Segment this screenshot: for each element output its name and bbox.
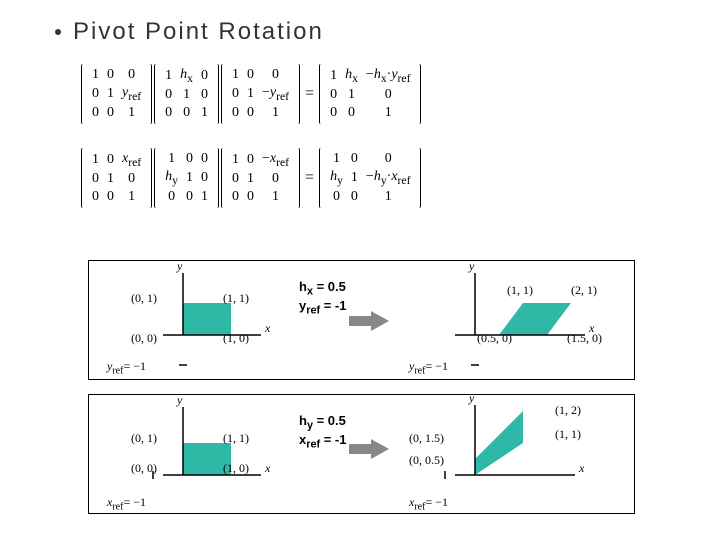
point-label: (0, 1) xyxy=(131,431,157,446)
ref-label: xref= −1 xyxy=(409,495,448,512)
point-label: (1, 0) xyxy=(223,331,249,346)
matrix-equation-1: 10001yref0011hx001000110001−yref001=1hx−… xyxy=(80,64,422,124)
axis-label-x: x xyxy=(265,321,270,336)
matrix-equation-2: 10xref010001100hy1000110−xref010001=100h… xyxy=(80,148,422,208)
point-label: (1, 1) xyxy=(507,283,533,298)
point-label: (0, 0.5) xyxy=(409,453,444,468)
ref-label: xref= −1 xyxy=(107,495,146,512)
point-label: (0.5, 0) xyxy=(477,331,512,346)
shear-y-panel: y x (0, 1) (1, 1) (0, 0) (1, 0) xref= −1 y x (1, … xyxy=(88,394,635,514)
point-label: (1, 0) xyxy=(223,461,249,476)
point-label: (0, 1.5) xyxy=(409,431,444,446)
point-label: (1, 1) xyxy=(223,291,249,306)
param-label: hx = 0.5yref = -1 xyxy=(299,279,346,316)
param-label: hy = 0.5xref = -1 xyxy=(299,413,346,450)
ref-label: yref= −1 xyxy=(409,359,448,376)
slide-title: Pivot Point Rotation xyxy=(73,18,324,46)
axis-label-y: y xyxy=(177,393,182,408)
point-label: (1, 2) xyxy=(555,403,581,418)
axis-label-x: x xyxy=(579,461,584,476)
point-label: (0, 0) xyxy=(131,331,157,346)
axis-label-y: y xyxy=(469,391,474,406)
point-label: (1.5, 0) xyxy=(567,331,602,346)
point-label: (0, 1) xyxy=(131,291,157,306)
ref-label: yref= −1 xyxy=(107,359,146,376)
axis-label-y: y xyxy=(469,259,474,274)
shear-x-panel: yx(0, 1)(1, 1)(0, 0)(1, 0)yref= −1yx(1, … xyxy=(88,260,635,380)
slide-title-row: Pivot Point Rotation xyxy=(55,18,324,46)
bullet-icon xyxy=(55,29,61,35)
point-label: (2, 1) xyxy=(571,283,597,298)
point-label: (1, 1) xyxy=(555,427,581,442)
axis-label-x: x xyxy=(265,461,270,476)
point-label: (0, 0) xyxy=(131,461,157,476)
axis-label-y: y xyxy=(177,259,182,274)
point-label: (1, 1) xyxy=(223,431,249,446)
